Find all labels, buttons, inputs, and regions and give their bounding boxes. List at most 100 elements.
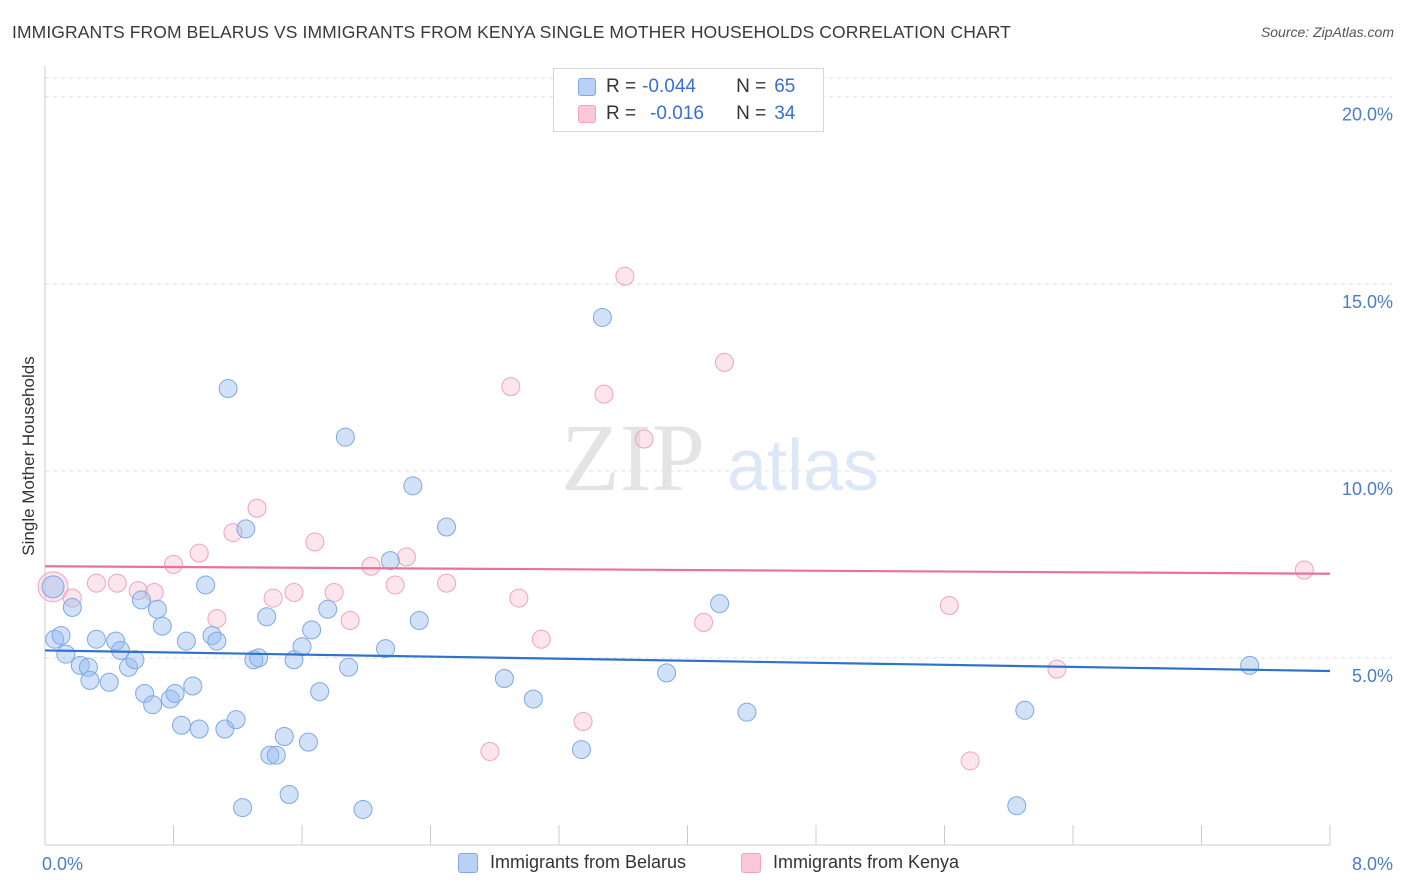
data-point [1047, 659, 1067, 679]
stats-row-kenya: R = -0.016 N = 34 [578, 102, 795, 126]
data-point [274, 726, 294, 746]
data-point [361, 556, 381, 576]
x-tick-label: 0.0% [42, 854, 83, 874]
data-point [263, 588, 283, 608]
data-point [56, 644, 76, 664]
x-tick-labels: 0.0% 8.0% [42, 854, 1393, 874]
data-point [207, 609, 227, 629]
r-value: -0.044 [642, 76, 696, 97]
legend-item-kenya[interactable]: Immigrants from Kenya [741, 852, 959, 873]
data-point [1007, 796, 1027, 816]
data-point [236, 519, 256, 539]
data-point [284, 582, 304, 602]
r-label: R = [606, 103, 637, 124]
data-point [310, 682, 330, 702]
data-point [70, 655, 90, 675]
y-tick-label: 10.0% [1342, 479, 1393, 499]
belarus-swatch [578, 78, 596, 96]
data-point [380, 551, 400, 571]
kenya-swatch [578, 105, 596, 123]
chart-title: IMMIGRANTS FROM BELARUS VS IMMIGRANTS FR… [12, 22, 1011, 42]
data-point [353, 799, 373, 819]
data-point [183, 676, 203, 696]
data-point [41, 575, 65, 599]
data-point [615, 266, 635, 286]
data-point [494, 669, 514, 689]
data-point [594, 384, 614, 404]
data-point [266, 745, 286, 765]
data-point [339, 657, 359, 677]
data-point [1294, 560, 1314, 580]
trend-lines [44, 565, 1331, 673]
data-point [135, 683, 155, 703]
data-point [694, 612, 714, 632]
data-point [305, 532, 325, 552]
data-point [939, 596, 959, 616]
data-point [279, 784, 299, 804]
data-point [80, 670, 100, 690]
data-point [196, 575, 216, 595]
data-point [249, 648, 269, 668]
source-credit: Source: ZipAtlas.com [1260, 24, 1394, 40]
data-point [106, 631, 126, 651]
data-point [657, 663, 677, 683]
legend-label-kenya: Immigrants from Kenya [773, 852, 960, 872]
data-point [376, 639, 396, 659]
n-value: 65 [774, 76, 796, 97]
data-point [131, 590, 151, 610]
watermark: ZIP atlas [561, 404, 879, 511]
data-point [592, 307, 612, 327]
stats-row-belarus: R = -0.044 N = 65 [578, 75, 795, 99]
data-point [385, 575, 405, 595]
data-point [737, 702, 757, 722]
stats-legend: R = -0.044 N = 65 R = -0.016 N = 34 [553, 68, 824, 132]
data-point [302, 620, 322, 640]
r-value: -0.016 [650, 103, 704, 124]
legend-item-belarus[interactable]: Immigrants from Belarus [458, 852, 686, 873]
data-point [396, 547, 416, 567]
watermark-zip: ZIP [561, 404, 705, 511]
data-point [714, 352, 734, 372]
data-point [226, 710, 246, 730]
y-tick-label: 5.0% [1352, 666, 1393, 686]
data-point [523, 689, 543, 709]
data-point [409, 611, 429, 631]
data-point [571, 740, 591, 760]
data-point [223, 523, 243, 543]
data-point [233, 798, 253, 818]
belarus-swatch [458, 852, 478, 873]
data-point [62, 597, 82, 617]
data-point [164, 554, 183, 574]
data-point [119, 657, 139, 677]
kenya-swatch [741, 852, 761, 873]
data-point [509, 588, 529, 608]
data-point [147, 599, 167, 619]
data-point [634, 429, 654, 449]
data-point [189, 543, 209, 563]
data-point [165, 683, 185, 703]
trend-line-belarus [44, 649, 1331, 673]
n-label: N = [736, 76, 767, 97]
data-point [501, 377, 521, 397]
legend-label-belarus: Immigrants from Belarus [490, 852, 687, 872]
data-point [960, 751, 980, 771]
data-point [335, 427, 355, 447]
data-point [403, 476, 423, 496]
data-point [51, 625, 71, 645]
n-label: N = [736, 103, 767, 124]
data-point [143, 695, 163, 715]
data-point [437, 573, 457, 593]
data-point [1240, 655, 1260, 675]
data-point [247, 498, 267, 518]
data-point [260, 745, 280, 765]
data-point [292, 637, 312, 657]
y-tick-label: 15.0% [1342, 292, 1393, 312]
data-point [324, 582, 344, 602]
data-point [218, 379, 238, 399]
data-point [573, 712, 593, 732]
series-legend: Immigrants from Belarus Immigrants from … [0, 852, 1406, 878]
data-point [86, 573, 106, 593]
y-tick-label: 20.0% [1342, 105, 1393, 125]
data-point [1015, 700, 1035, 720]
